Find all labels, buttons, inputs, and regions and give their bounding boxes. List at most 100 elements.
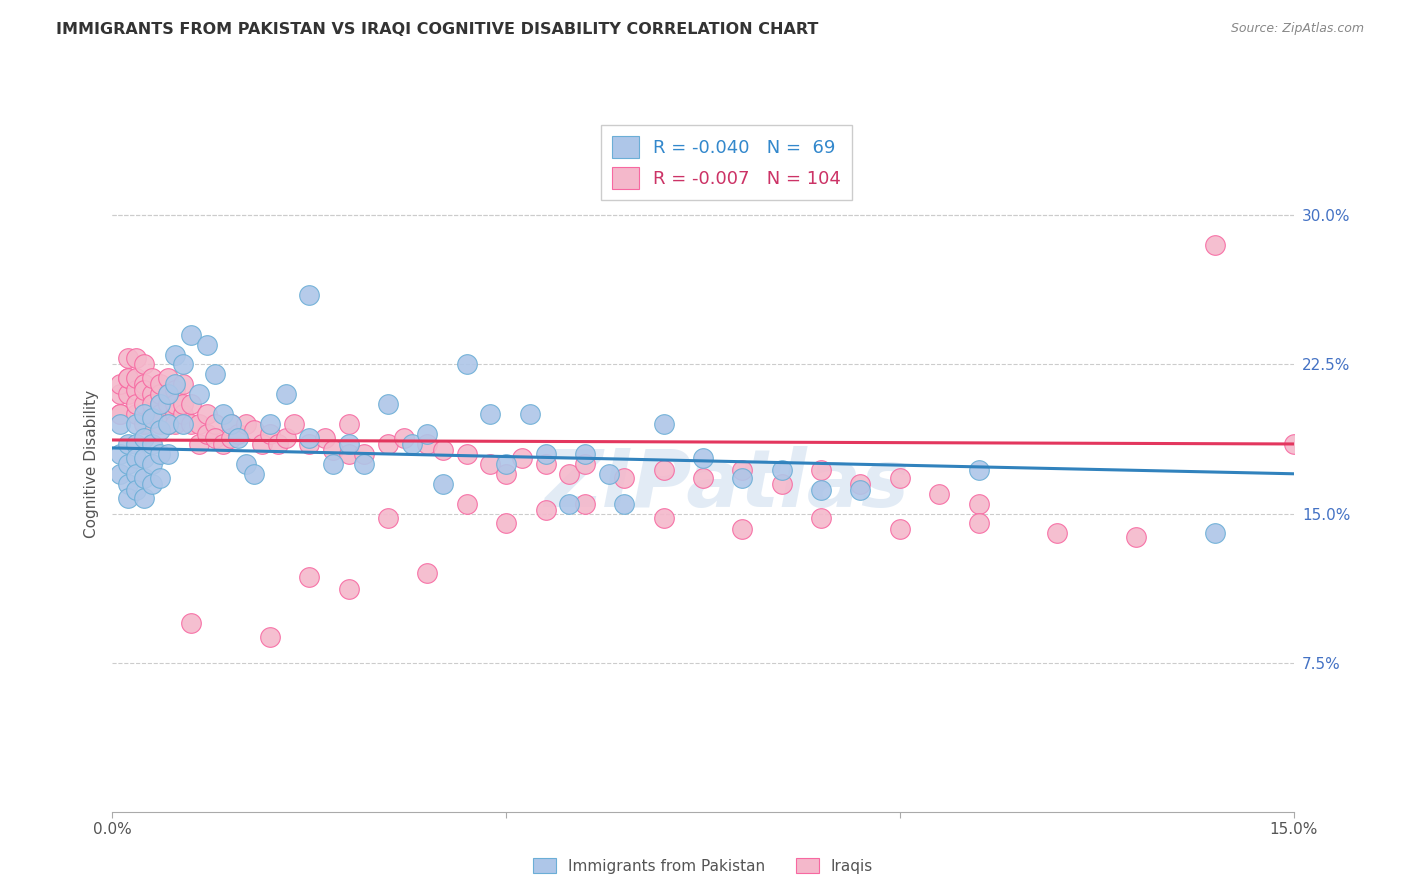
Y-axis label: Cognitive Disability: Cognitive Disability (83, 390, 98, 538)
Point (180, 397, 202, 411)
Point (353, 457, 375, 471)
Legend: R = -0.040   N =  69, R = -0.007   N = 104: R = -0.040 N = 69, R = -0.007 N = 104 (602, 125, 852, 200)
Point (149, 407, 172, 421)
Point (125, 417, 148, 431)
Point (149, 471, 172, 485)
Point (889, 523, 911, 537)
Point (132, 407, 155, 421)
Point (534, 502, 557, 516)
Point (110, 407, 132, 421)
Point (337, 437, 360, 451)
Point (204, 368, 226, 382)
Point (228, 431, 250, 445)
Point (235, 417, 257, 431)
Point (274, 387, 297, 401)
Point (534, 447, 557, 461)
Legend: Immigrants from Pakistan, Iraqis: Immigrants from Pakistan, Iraqis (527, 852, 879, 880)
Text: ZIPatlas: ZIPatlas (544, 446, 910, 524)
Point (180, 327, 202, 342)
Point (165, 397, 187, 411)
Point (243, 467, 266, 481)
Point (117, 387, 139, 401)
Point (849, 483, 872, 497)
Point (117, 371, 139, 385)
Point (156, 387, 179, 401)
Point (195, 407, 218, 421)
Point (810, 483, 832, 497)
Point (259, 630, 281, 644)
Point (456, 447, 478, 461)
Point (377, 510, 399, 524)
Point (495, 457, 517, 471)
Point (204, 431, 226, 445)
Point (770, 463, 793, 477)
Point (314, 431, 336, 445)
Point (219, 431, 242, 445)
Point (211, 407, 233, 421)
Point (125, 467, 148, 481)
Point (132, 431, 155, 445)
Point (110, 387, 132, 401)
Point (479, 457, 502, 471)
Point (228, 427, 250, 442)
Point (110, 377, 132, 392)
Point (770, 476, 793, 491)
Point (849, 476, 872, 491)
Point (149, 397, 172, 411)
Point (132, 397, 155, 411)
Point (432, 442, 454, 457)
Point (322, 457, 344, 471)
Point (204, 417, 226, 431)
Point (195, 337, 218, 351)
Point (141, 371, 163, 385)
Point (117, 371, 139, 385)
Point (574, 457, 596, 471)
Point (613, 497, 636, 511)
Point (172, 397, 194, 411)
Point (574, 447, 596, 461)
Point (132, 384, 155, 398)
Point (132, 491, 155, 505)
Point (337, 447, 360, 461)
Point (125, 397, 148, 411)
Point (322, 442, 344, 457)
Point (1204, 526, 1226, 541)
Point (731, 463, 754, 477)
Point (479, 407, 502, 421)
Point (613, 471, 636, 485)
Point (692, 471, 714, 485)
Point (211, 437, 233, 451)
Point (180, 417, 202, 431)
Text: IMMIGRANTS FROM PAKISTAN VS IRAQI COGNITIVE DISABILITY CORRELATION CHART: IMMIGRANTS FROM PAKISTAN VS IRAQI COGNIT… (56, 22, 818, 37)
Point (125, 483, 148, 497)
Point (149, 417, 172, 431)
Point (180, 615, 202, 630)
Point (337, 417, 360, 431)
Point (558, 467, 581, 481)
Point (117, 437, 139, 451)
Point (141, 437, 163, 451)
Point (141, 387, 163, 401)
Point (1046, 526, 1069, 541)
Point (495, 467, 517, 481)
Point (267, 437, 290, 451)
Point (967, 516, 990, 531)
Point (401, 437, 423, 451)
Point (156, 447, 179, 461)
Point (652, 417, 675, 431)
Point (219, 417, 242, 431)
Point (519, 407, 541, 421)
Point (416, 437, 439, 451)
Point (165, 347, 187, 361)
Point (259, 427, 281, 442)
Point (432, 476, 454, 491)
Point (416, 427, 439, 442)
Point (1204, 238, 1226, 252)
Point (156, 387, 179, 401)
Point (149, 397, 172, 411)
Point (110, 417, 132, 431)
Point (110, 467, 132, 481)
Point (495, 516, 517, 531)
Point (219, 417, 242, 431)
Point (188, 437, 211, 451)
